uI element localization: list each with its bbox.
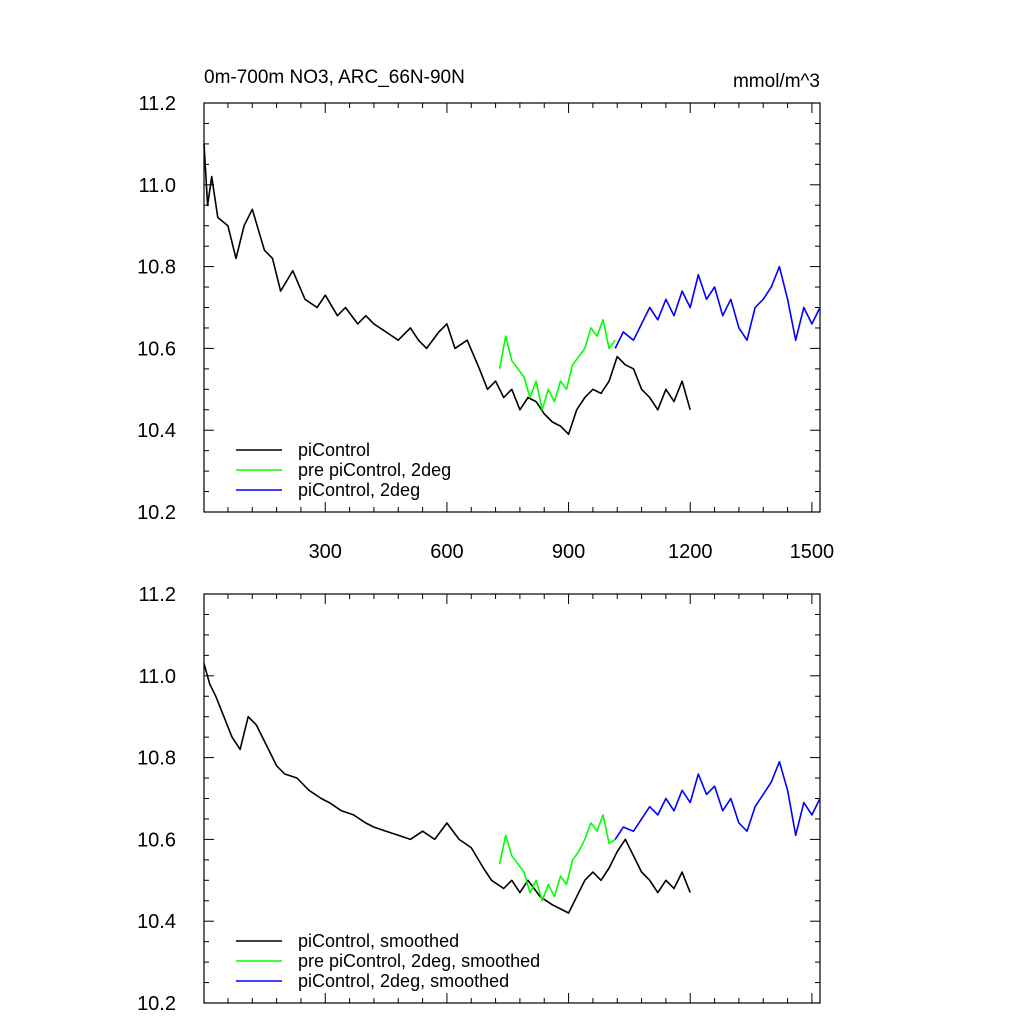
series-line [203, 663, 691, 914]
x-tick-label: 300 [309, 541, 342, 563]
y-tick-label: 11.0 [139, 666, 176, 688]
legend-entry: piControl, 2deg, smoothed [298, 971, 509, 991]
legend-entry: piControl, smoothed [298, 931, 459, 951]
x-tick-label: 1200 [668, 541, 713, 563]
legend-entry: piControl, 2deg [298, 480, 420, 500]
y-tick-label: 10.6 [137, 338, 176, 360]
y-tick-label: 10.4 [137, 911, 176, 933]
y-tick-label: 10.4 [137, 420, 176, 442]
legend-entry: piControl [298, 440, 370, 460]
top-panel: 10.2 10.4 10.6 10.8 11.0 11.2 300 600 900 1200 150… [137, 93, 834, 563]
series-line [498, 814, 616, 902]
series-line [203, 143, 691, 436]
y-tick-label: 11.2 [139, 584, 176, 606]
y-tick-label: 10.8 [137, 748, 176, 770]
series-line [498, 318, 616, 411]
legend-entry: pre piControl, 2deg [298, 460, 451, 480]
plot-frame [203, 593, 821, 1004]
bottom-panel: 10.2 10.4 10.6 10.8 11.0 11.2 piControl, smoot… [137, 584, 821, 1015]
units-label: mmol/m^3 [733, 71, 820, 92]
y-tick-label: 11.0 [139, 175, 176, 197]
series-line [614, 265, 821, 349]
y-tick-label: 10.8 [137, 257, 176, 279]
x-tick-label: 900 [552, 541, 585, 563]
y-tick-label: 11.2 [139, 93, 176, 115]
x-tick-label: 600 [430, 541, 463, 563]
x-tick-label: 1500 [790, 541, 835, 563]
series-line [614, 760, 821, 840]
chart-title: 0m-700m NO3, ARC_66N-90N [204, 67, 465, 88]
legend-entry: pre piControl, 2deg, smoothed [298, 951, 540, 971]
y-tick-label: 10.2 [137, 502, 176, 524]
y-tick-label: 10.6 [137, 829, 176, 851]
y-tick-label: 10.2 [137, 993, 176, 1015]
